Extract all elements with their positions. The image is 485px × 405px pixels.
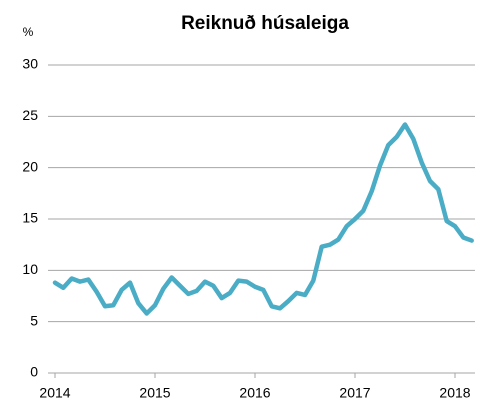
y-unit: % (23, 25, 34, 39)
x-tick-label: 2015 (139, 385, 170, 401)
x-tick-label: 2014 (39, 385, 70, 401)
y-tick-label: 30 (22, 56, 38, 72)
y-tick-label: 15 (22, 210, 38, 226)
y-tick-label: 20 (22, 158, 38, 174)
y-tick-label: 5 (30, 312, 38, 328)
x-tick-label: 2017 (339, 385, 370, 401)
chart-title: Reiknuð húsaleiga (181, 13, 349, 34)
y-tick-label: 25 (22, 107, 38, 123)
y-tick-label: 0 (30, 364, 38, 380)
x-tick-label: 2018 (439, 385, 470, 401)
x-tick-label: 2016 (239, 385, 270, 401)
line (52, 122, 474, 316)
y-tick-label: 10 (22, 261, 38, 277)
